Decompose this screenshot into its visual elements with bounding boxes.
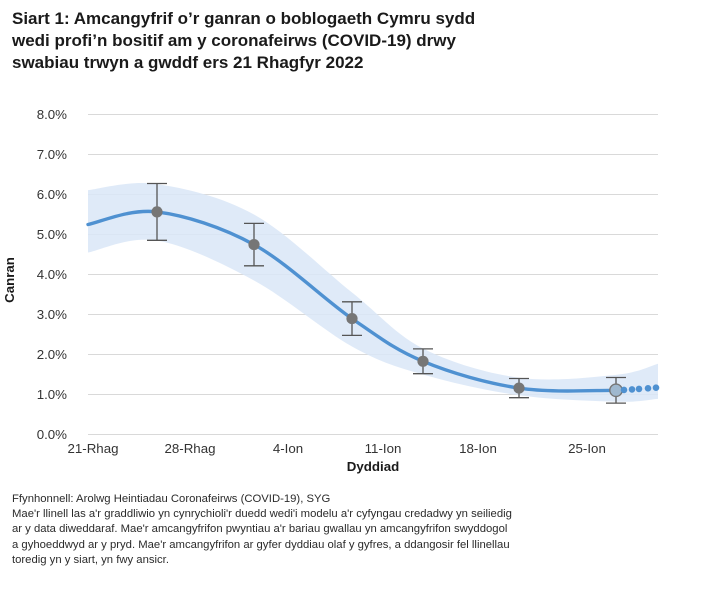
svg-text:1.0%: 1.0% (37, 387, 67, 402)
svg-text:6.0%: 6.0% (37, 187, 67, 202)
svg-text:25-Ion: 25-Ion (568, 441, 606, 456)
svg-text:8.0%: 8.0% (37, 107, 67, 122)
svg-text:5.0%: 5.0% (37, 227, 67, 242)
svg-text:Dyddiad: Dyddiad (347, 459, 399, 474)
svg-text:4.0%: 4.0% (37, 267, 67, 282)
svg-text:11-Ion: 11-Ion (365, 441, 402, 456)
svg-text:28-Rhag: 28-Rhag (164, 441, 215, 456)
svg-text:4-Ion: 4-Ion (273, 441, 303, 456)
svg-text:21-Rhag: 21-Rhag (67, 441, 118, 456)
svg-text:7.0%: 7.0% (37, 147, 67, 162)
svg-text:0.0%: 0.0% (37, 427, 67, 442)
svg-text:3.0%: 3.0% (37, 307, 67, 322)
svg-text:18-Ion: 18-Ion (459, 441, 497, 456)
svg-text:Canran: Canran (2, 257, 17, 303)
svg-text:2.0%: 2.0% (37, 347, 67, 362)
